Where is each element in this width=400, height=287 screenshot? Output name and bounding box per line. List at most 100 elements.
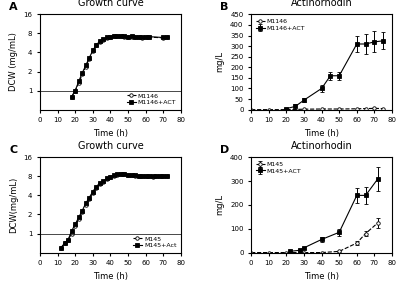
M1146 bbox=[73, 89, 78, 92]
M145+Act bbox=[62, 242, 67, 245]
M1146+ACT bbox=[101, 37, 106, 41]
M1146 bbox=[302, 108, 306, 111]
M145+Act bbox=[94, 185, 99, 188]
M145 bbox=[98, 183, 102, 186]
M145 bbox=[154, 174, 158, 178]
Line: M1146+ACT: M1146+ACT bbox=[70, 34, 168, 98]
M1146 bbox=[337, 107, 342, 111]
M145 bbox=[90, 191, 95, 195]
M1146 bbox=[372, 107, 377, 110]
M145+Act bbox=[133, 174, 138, 177]
Text: C: C bbox=[9, 145, 17, 154]
M1146+ACT bbox=[140, 35, 144, 39]
M1146 bbox=[161, 36, 166, 40]
M1146+ACT bbox=[108, 35, 113, 38]
M145+Act bbox=[108, 175, 113, 179]
M145 bbox=[66, 238, 70, 241]
Legend: M1146, M1146+ACT: M1146, M1146+ACT bbox=[254, 18, 307, 32]
M1146+ACT bbox=[115, 34, 120, 37]
M145+Act bbox=[154, 174, 158, 178]
M145+Act bbox=[73, 222, 78, 226]
M145 bbox=[83, 203, 88, 207]
M1146+ACT bbox=[133, 35, 138, 39]
Line: M1146: M1146 bbox=[250, 107, 385, 111]
M145 bbox=[80, 210, 85, 214]
M145+Act bbox=[161, 174, 166, 177]
M145 bbox=[143, 174, 148, 178]
M1146+ACT bbox=[164, 35, 169, 38]
M145+Act bbox=[157, 174, 162, 178]
M145+Act bbox=[122, 172, 127, 176]
M1146 bbox=[94, 44, 99, 47]
M1146 bbox=[363, 107, 368, 110]
M145+Act bbox=[59, 246, 64, 249]
M145+Act bbox=[87, 196, 92, 199]
Legend: M145, M145+Act: M145, M145+Act bbox=[132, 235, 178, 249]
M1146 bbox=[115, 34, 120, 38]
M1146+ACT bbox=[73, 89, 78, 92]
M145+Act bbox=[101, 179, 106, 183]
M145+Act bbox=[126, 173, 130, 177]
M1146 bbox=[101, 38, 106, 41]
X-axis label: Time (h): Time (h) bbox=[93, 129, 128, 138]
M145 bbox=[161, 174, 166, 178]
Y-axis label: mg/L: mg/L bbox=[216, 194, 224, 216]
M1146 bbox=[147, 35, 152, 39]
M1146+ACT bbox=[161, 36, 166, 39]
M1146 bbox=[381, 107, 386, 110]
Title: Growth curve: Growth curve bbox=[78, 0, 143, 8]
M145 bbox=[62, 242, 67, 245]
M145+Act bbox=[112, 174, 116, 177]
M1146 bbox=[83, 65, 88, 68]
M1146 bbox=[118, 34, 123, 38]
Line: M1146: M1146 bbox=[70, 34, 168, 98]
M1146 bbox=[143, 35, 148, 39]
M145+Act bbox=[80, 209, 85, 212]
M145 bbox=[112, 174, 116, 177]
Y-axis label: DCW(mg/mL): DCW(mg/mL) bbox=[9, 177, 18, 233]
Title: Growth curve: Growth curve bbox=[78, 141, 143, 151]
M1146 bbox=[126, 35, 130, 39]
M145+Act bbox=[150, 174, 155, 178]
M1146+ACT bbox=[69, 95, 74, 98]
Legend: M145, M145+ACT: M145, M145+ACT bbox=[254, 160, 303, 175]
M145 bbox=[147, 174, 152, 178]
M145+Act bbox=[83, 201, 88, 205]
M145 bbox=[126, 173, 130, 177]
M1146 bbox=[249, 108, 254, 111]
M1146+ACT bbox=[98, 40, 102, 43]
M1146+ACT bbox=[143, 35, 148, 38]
M145+Act bbox=[66, 238, 70, 241]
M145 bbox=[87, 197, 92, 201]
M1146+ACT bbox=[147, 35, 152, 38]
M1146 bbox=[87, 57, 92, 60]
M145+Act bbox=[147, 174, 152, 178]
M145 bbox=[118, 172, 123, 176]
M145+Act bbox=[98, 181, 102, 185]
X-axis label: Time (h): Time (h) bbox=[304, 129, 339, 138]
M145 bbox=[94, 187, 99, 190]
M145+Act bbox=[104, 177, 109, 180]
M145 bbox=[108, 176, 113, 179]
M1146+ACT bbox=[83, 64, 88, 67]
M145+Act bbox=[115, 172, 120, 176]
M145 bbox=[164, 174, 169, 178]
M1146 bbox=[140, 36, 144, 40]
M1146 bbox=[108, 35, 113, 39]
M145 bbox=[76, 217, 81, 221]
M145+Act bbox=[129, 173, 134, 177]
M145+Act bbox=[143, 174, 148, 178]
M1146+ACT bbox=[136, 35, 141, 38]
M145 bbox=[140, 174, 144, 178]
M1146 bbox=[90, 49, 95, 53]
M145+Act bbox=[136, 174, 141, 177]
M145 bbox=[133, 174, 138, 177]
Text: B: B bbox=[220, 2, 228, 11]
M1146 bbox=[136, 35, 141, 39]
M1146 bbox=[129, 35, 134, 38]
Text: D: D bbox=[220, 145, 230, 154]
M145+Act bbox=[76, 216, 81, 219]
M1146+ACT bbox=[87, 56, 92, 59]
M1146 bbox=[112, 34, 116, 38]
M1146+ACT bbox=[104, 36, 109, 39]
